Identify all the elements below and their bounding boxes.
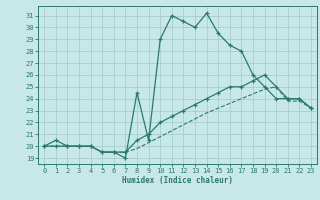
X-axis label: Humidex (Indice chaleur): Humidex (Indice chaleur) (122, 176, 233, 185)
